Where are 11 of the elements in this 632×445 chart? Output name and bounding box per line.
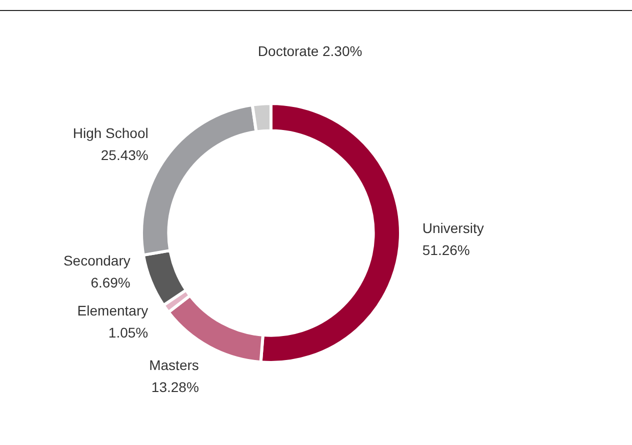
slice-label: Elementary [77,302,148,318]
data-label: 6.69% [90,274,130,290]
data-label: 25.43% [100,146,148,163]
slice-label: University [422,220,484,236]
slice-label: High School [72,124,148,141]
slice-label: Secondary [63,252,130,268]
data-label: 13.28% [151,379,199,396]
data-label: 1.05% [108,324,148,340]
data-label: 51.26% [422,242,470,258]
slice-label: Doctorate 2.30% [258,42,362,59]
slice-label: Masters [149,357,199,374]
